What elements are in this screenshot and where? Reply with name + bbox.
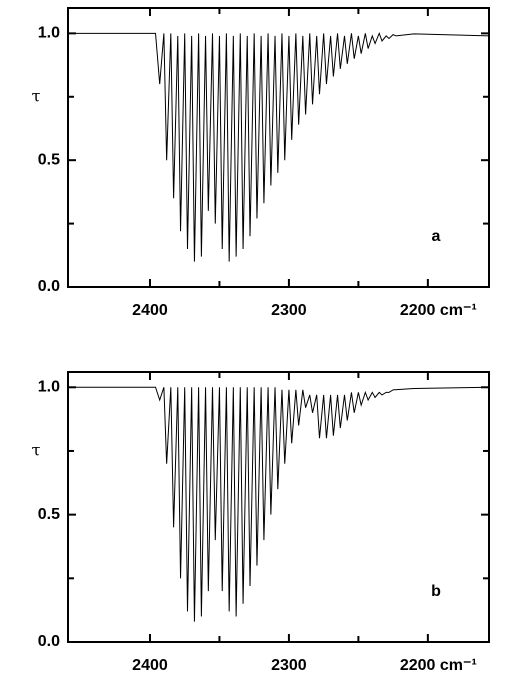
y-tick-label: 1.0 xyxy=(38,25,60,42)
spectrum-line xyxy=(68,31,490,262)
x-tick-label: 2300 xyxy=(271,302,307,319)
y-axis-label: τ xyxy=(32,86,41,105)
x-tick-label: 2400 xyxy=(132,657,168,674)
y-tick-label: 0.5 xyxy=(38,506,60,523)
y-tick-label: 0.5 xyxy=(38,151,60,168)
plot-frame xyxy=(67,7,490,288)
panel-label: a xyxy=(432,228,441,245)
panel-label: b xyxy=(431,583,441,600)
y-tick-label: 0.0 xyxy=(38,633,60,650)
y-tick-label: 0.0 xyxy=(38,278,60,295)
x-tick-label: 2200 cm⁻¹ xyxy=(400,302,477,319)
x-tick-label: 2200 cm⁻¹ xyxy=(400,657,477,674)
x-tick-label: 2300 xyxy=(271,657,307,674)
plot-frame xyxy=(67,371,490,643)
spectrum-line xyxy=(68,386,490,622)
y-tick-label: 1.0 xyxy=(38,379,60,396)
y-axis-label: τ xyxy=(32,440,41,459)
x-tick-label: 2400 xyxy=(132,302,168,319)
